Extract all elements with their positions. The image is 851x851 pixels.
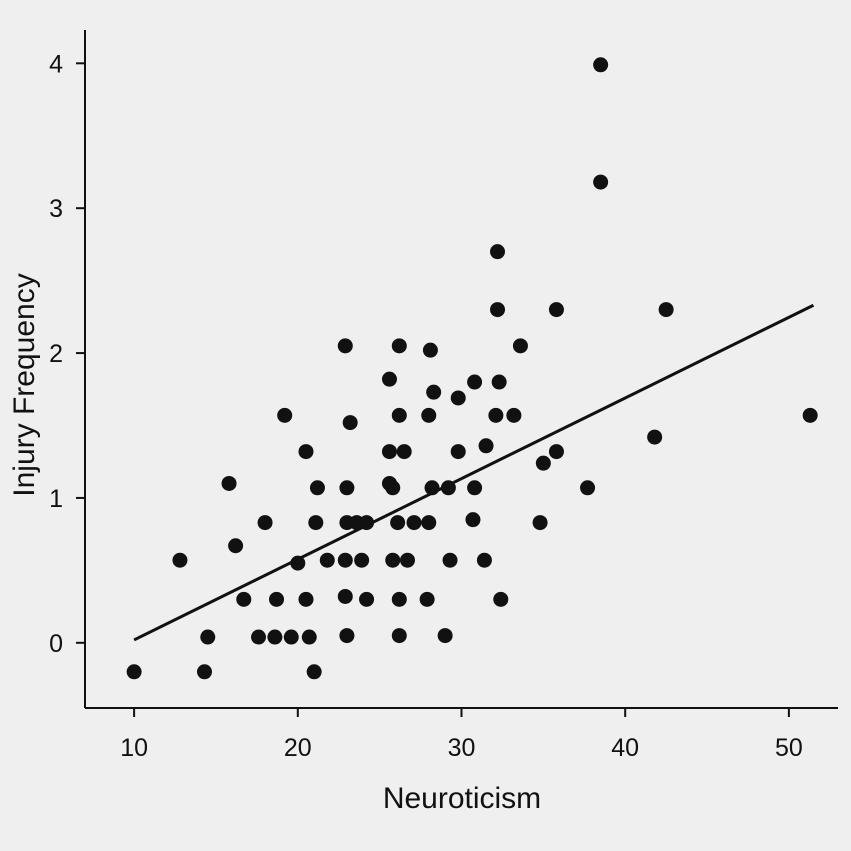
data-point — [267, 629, 283, 645]
y-axis-title: Injury Frequency — [8, 273, 41, 496]
data-point — [580, 480, 596, 496]
y-tick-label: 3 — [49, 195, 63, 223]
data-point — [381, 444, 397, 460]
data-point — [406, 515, 422, 531]
x-tick-label: 50 — [775, 734, 803, 762]
x-tick-label: 40 — [611, 734, 639, 762]
data-point — [339, 480, 355, 496]
data-point — [251, 629, 267, 645]
y-tick-label: 4 — [49, 50, 63, 78]
x-tick-label: 30 — [448, 734, 476, 762]
data-point — [354, 552, 370, 568]
data-point — [490, 302, 506, 318]
data-point — [309, 480, 325, 496]
data-point — [283, 629, 299, 645]
data-point — [506, 407, 522, 423]
data-point — [450, 390, 466, 406]
data-point — [802, 407, 818, 423]
data-point — [593, 57, 609, 73]
data-point — [381, 371, 397, 387]
data-point — [421, 407, 437, 423]
data-point — [236, 591, 252, 607]
data-point — [385, 552, 401, 568]
data-point — [548, 302, 564, 318]
data-point — [126, 664, 142, 680]
data-point — [391, 407, 407, 423]
data-point — [290, 555, 306, 571]
data-point — [535, 455, 551, 471]
data-point — [488, 407, 504, 423]
data-point — [319, 552, 335, 568]
y-tick-label: 2 — [49, 340, 63, 368]
data-point — [442, 552, 458, 568]
data-point — [396, 444, 412, 460]
y-tick-label: 1 — [49, 485, 63, 513]
x-tick-label: 20 — [284, 734, 312, 762]
data-point — [298, 591, 314, 607]
data-point — [277, 407, 293, 423]
data-point — [337, 552, 353, 568]
data-point — [450, 444, 466, 460]
data-points — [126, 57, 818, 680]
data-point — [385, 480, 401, 496]
data-point — [399, 552, 415, 568]
data-point — [301, 629, 317, 645]
data-point — [532, 515, 548, 531]
data-point — [269, 591, 285, 607]
data-point — [512, 338, 528, 354]
data-point — [548, 444, 564, 460]
y-tick-label: 0 — [49, 630, 63, 658]
data-point — [490, 244, 506, 260]
plot-area: 10 20 30 40 50 0 1 2 3 4 — [49, 30, 838, 762]
data-point — [306, 664, 322, 680]
data-point — [337, 338, 353, 354]
trend-line — [133, 303, 815, 642]
data-point — [257, 515, 273, 531]
data-point — [593, 174, 609, 190]
x-ticks: 10 20 30 40 50 — [120, 708, 803, 762]
data-point — [342, 415, 358, 431]
y-ticks: 0 1 2 3 4 — [49, 50, 85, 658]
data-point — [422, 342, 438, 358]
data-point — [391, 338, 407, 354]
data-point — [419, 591, 435, 607]
data-point — [200, 629, 216, 645]
data-point — [465, 512, 481, 528]
data-point — [491, 374, 507, 390]
data-point — [172, 552, 188, 568]
data-point — [337, 588, 353, 604]
data-point — [391, 628, 407, 644]
data-point — [437, 628, 453, 644]
data-point — [476, 552, 492, 568]
data-point — [658, 302, 674, 318]
data-point — [228, 538, 244, 554]
data-point — [196, 664, 212, 680]
x-axis-title: Neuroticism — [383, 782, 541, 815]
data-point — [478, 438, 494, 454]
data-point — [298, 444, 314, 460]
data-point — [390, 515, 406, 531]
data-point — [308, 515, 324, 531]
data-point — [359, 591, 375, 607]
data-point — [421, 515, 437, 531]
data-point — [426, 384, 442, 400]
x-tick-label: 10 — [120, 734, 148, 762]
data-point — [647, 429, 663, 445]
data-point — [221, 475, 237, 491]
data-point — [493, 591, 509, 607]
data-point — [467, 374, 483, 390]
data-point — [467, 480, 483, 496]
data-point — [391, 591, 407, 607]
data-point — [339, 628, 355, 644]
